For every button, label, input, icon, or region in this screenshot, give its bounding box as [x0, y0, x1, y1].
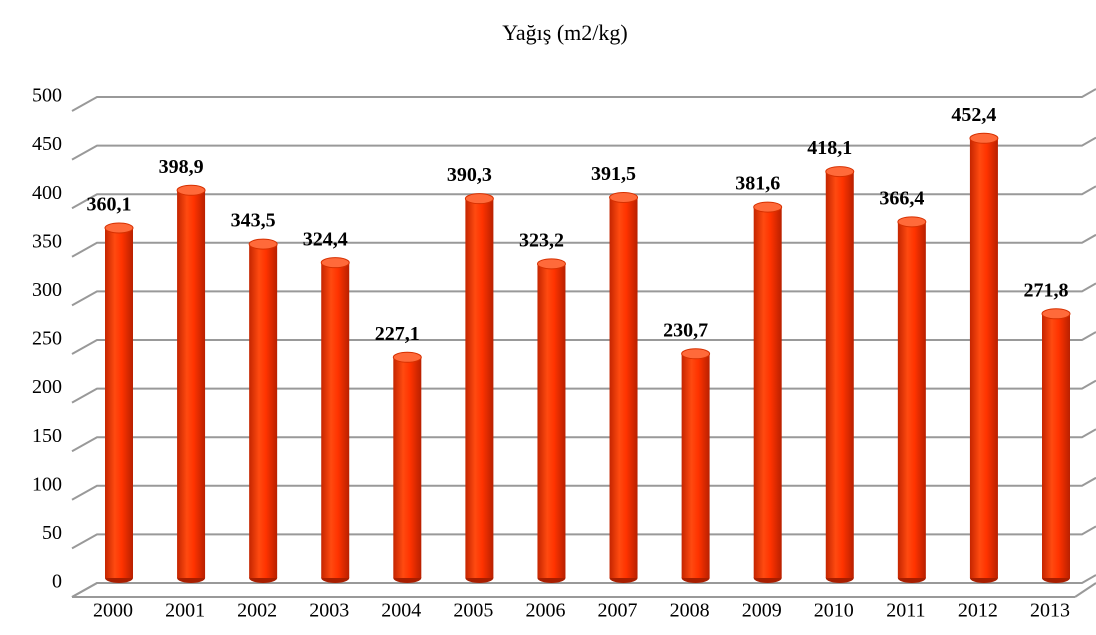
bar [393, 357, 422, 578]
grid-line [71, 233, 1096, 258]
y-tick-label: 350 [32, 230, 62, 252]
bar-top [681, 348, 711, 360]
y-tick-label: 250 [32, 328, 62, 350]
bar-top [753, 201, 783, 213]
y-tick-label: 0 [52, 571, 62, 593]
value-label: 230,7 [663, 319, 708, 341]
x-tick-label: 2007 [598, 600, 638, 622]
value-label: 418,1 [807, 137, 852, 159]
floor-edge [1074, 582, 1096, 598]
bar [753, 207, 782, 579]
value-label: 343,5 [231, 210, 276, 232]
bar [105, 227, 133, 579]
bar-top [104, 222, 134, 234]
value-label: 227,1 [375, 323, 420, 345]
value-label: 390,3 [447, 164, 492, 186]
bar-top [897, 216, 927, 228]
value-label: 391,5 [591, 163, 636, 185]
value-label: 381,6 [735, 173, 780, 195]
bar-top [1041, 308, 1071, 320]
bar [537, 263, 566, 578]
x-tick-label: 2010 [814, 600, 854, 622]
value-label: 271,8 [1024, 279, 1069, 301]
grid-line [71, 476, 1096, 501]
bar-top [609, 191, 639, 203]
grid-line [71, 379, 1096, 404]
grid-line [71, 574, 1096, 598]
x-tick-label: 2000 [93, 600, 133, 622]
value-label: 360,1 [87, 194, 132, 216]
bar [1042, 313, 1070, 578]
x-tick-label: 2005 [453, 600, 493, 622]
y-tick-label: 450 [32, 133, 62, 155]
value-label: 366,4 [879, 187, 924, 209]
y-tick-label: 300 [32, 279, 62, 301]
x-tick-label: 2003 [309, 600, 349, 622]
bar [609, 197, 638, 578]
x-tick-label: 2009 [742, 600, 782, 622]
grid-line [71, 331, 1096, 355]
bar [321, 262, 350, 578]
value-label: 324,4 [303, 228, 348, 250]
chart-title: Yağış (m2/kg) [502, 20, 628, 45]
bar [465, 198, 494, 578]
grid-line [71, 136, 1096, 161]
grid-line [71, 185, 1096, 210]
value-label: 452,4 [951, 104, 996, 126]
bar-top [392, 351, 422, 363]
y-tick-label: 150 [32, 425, 62, 447]
bar-top [464, 193, 494, 205]
bar-top [536, 258, 566, 270]
y-tick-label: 200 [32, 376, 62, 398]
grid-line [71, 282, 1096, 307]
bar [969, 138, 998, 578]
x-tick-label: 2011 [886, 600, 925, 622]
grid-line [71, 88, 1096, 112]
bar-top [320, 257, 350, 269]
bar [249, 244, 278, 579]
value-label: 323,2 [519, 229, 564, 251]
x-tick-label: 2013 [1030, 600, 1070, 622]
value-label: 398,9 [159, 156, 204, 178]
y-tick-label: 100 [32, 473, 62, 495]
bar [897, 221, 926, 579]
x-tick-label: 2004 [381, 600, 421, 622]
x-tick-label: 2002 [237, 600, 277, 622]
x-tick-label: 2001 [165, 600, 205, 622]
bar-top [825, 166, 855, 178]
grid-line [71, 525, 1096, 550]
x-tick-label: 2012 [958, 600, 998, 622]
bar-top [176, 184, 206, 196]
y-tick-label: 400 [32, 182, 62, 204]
bar [681, 353, 710, 578]
bar [825, 171, 854, 578]
y-tick-label: 500 [32, 85, 62, 107]
y-tick-label: 50 [42, 522, 62, 544]
x-tick-label: 2006 [525, 600, 565, 622]
grid-line [71, 428, 1096, 453]
x-tick-label: 2008 [670, 600, 710, 622]
bar-top [248, 238, 278, 250]
bar [177, 190, 206, 578]
bar-top [969, 132, 999, 144]
